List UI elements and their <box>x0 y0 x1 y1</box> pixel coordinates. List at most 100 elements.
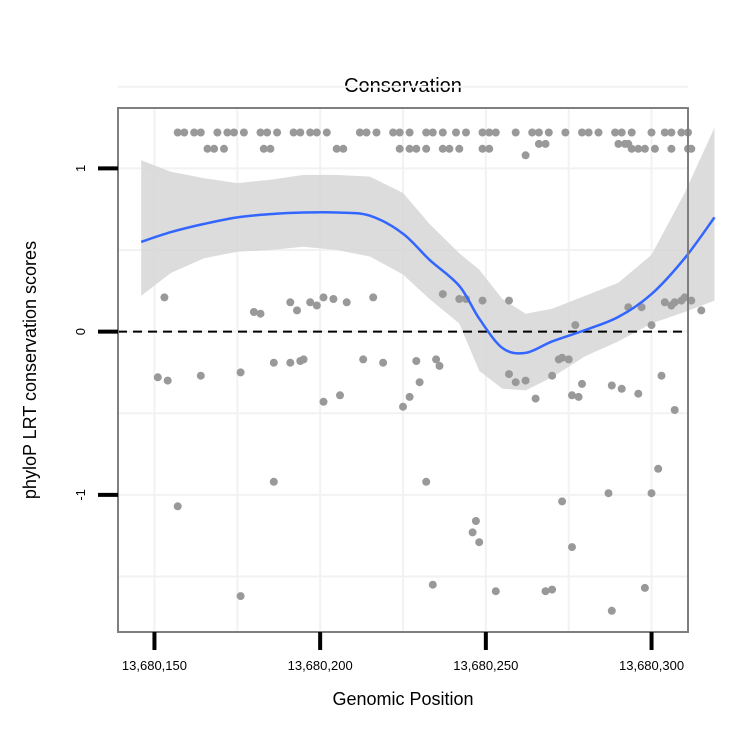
data-point <box>478 128 487 137</box>
data-point <box>528 128 537 137</box>
data-point <box>578 379 586 388</box>
data-point <box>256 128 265 137</box>
data-point <box>422 128 431 137</box>
data-point <box>667 144 676 153</box>
data-point <box>306 128 315 137</box>
data-point <box>475 538 484 547</box>
data-point <box>624 139 633 148</box>
data-point <box>399 402 407 411</box>
data-point <box>369 293 378 302</box>
data-point <box>379 358 388 367</box>
data-point <box>471 517 480 525</box>
x-tick-label: 13,680,300 <box>619 658 684 673</box>
data-point <box>548 371 557 380</box>
data-point <box>395 144 404 153</box>
data-point <box>266 144 275 153</box>
data-point <box>534 128 543 137</box>
data-point <box>647 489 656 498</box>
data-point <box>412 144 421 153</box>
data-point <box>256 309 265 318</box>
data-point <box>627 128 636 137</box>
data-point <box>173 128 182 137</box>
data-point <box>697 306 706 315</box>
data-point <box>422 144 431 153</box>
data-point <box>534 139 543 148</box>
data-point <box>273 128 282 137</box>
data-point <box>445 144 454 153</box>
data-point <box>455 144 464 153</box>
data-point <box>505 370 513 379</box>
data-point <box>269 477 278 486</box>
data-point <box>263 128 272 137</box>
data-point <box>286 298 295 307</box>
data-point <box>634 389 643 398</box>
data-point <box>640 144 649 153</box>
data-point <box>312 301 321 310</box>
data-point <box>249 308 258 316</box>
data-point <box>405 144 414 153</box>
data-point <box>405 392 414 401</box>
data-point <box>173 502 182 511</box>
data-point <box>395 128 404 137</box>
data-point <box>372 128 381 137</box>
data-point <box>230 128 238 137</box>
data-point <box>190 128 199 137</box>
data-point <box>607 381 616 390</box>
data-point <box>614 139 623 148</box>
data-point <box>607 606 616 615</box>
data-point <box>544 128 553 137</box>
data-point <box>389 128 398 137</box>
data-point <box>213 128 222 137</box>
data-point <box>468 528 477 537</box>
data-point <box>617 384 626 393</box>
data-point <box>571 321 580 330</box>
y-axis: 1 0 -1 <box>73 165 118 501</box>
y-axis-title: phyloP LRT conservation scores <box>20 241 40 499</box>
data-point <box>438 128 447 137</box>
data-point <box>640 583 649 592</box>
data-point <box>332 144 341 153</box>
data-point <box>670 406 679 414</box>
x-tick-label: 13,680,200 <box>288 658 353 673</box>
smooth-line <box>140 210 716 355</box>
data-point <box>541 587 550 596</box>
data-point <box>491 587 500 596</box>
data-point <box>286 358 295 367</box>
data-point <box>196 128 205 137</box>
data-point <box>236 592 245 601</box>
data-point <box>670 298 679 307</box>
x-axis: 13,680,150 13,680,200 13,680,250 13,680,300 <box>122 632 684 673</box>
data-point <box>511 128 520 137</box>
data-point <box>412 357 421 365</box>
data-point <box>153 373 162 382</box>
data-point <box>491 128 500 137</box>
data-point <box>657 371 666 380</box>
x-axis-title: Genomic Position <box>332 689 473 709</box>
data-point <box>405 128 414 137</box>
data-point <box>564 355 573 364</box>
data-point <box>541 139 550 148</box>
data-point <box>223 128 232 137</box>
data-point <box>617 128 626 137</box>
data-point <box>611 128 620 137</box>
data-point <box>180 128 189 137</box>
data-point <box>558 497 567 506</box>
data-point <box>647 321 656 330</box>
data-point <box>236 368 245 377</box>
data-point <box>435 361 444 370</box>
data-point <box>339 144 348 153</box>
data-point <box>422 477 431 486</box>
data-point <box>220 144 228 153</box>
data-point <box>293 306 301 315</box>
data-point <box>604 489 613 498</box>
data-points <box>153 128 706 615</box>
x-tick-label: 13,680,150 <box>122 658 187 673</box>
data-point <box>568 391 576 400</box>
plot-frame <box>117 107 689 633</box>
data-point <box>306 298 315 307</box>
data-point <box>478 144 487 153</box>
data-point <box>568 543 576 552</box>
data-point <box>667 128 676 137</box>
data-point <box>687 296 696 305</box>
